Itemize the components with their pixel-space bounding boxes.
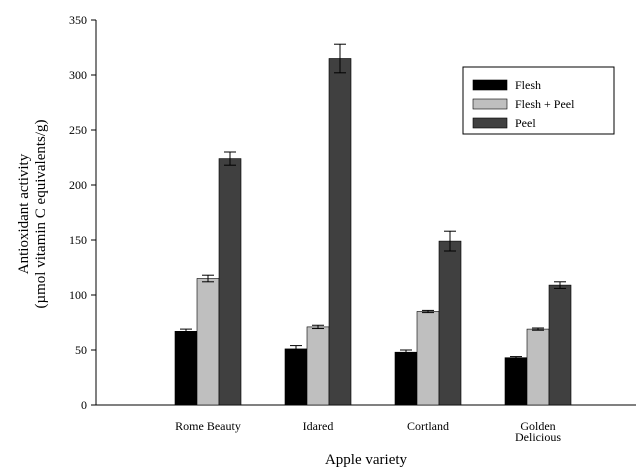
x-tick-label: Rome Beauty (175, 419, 241, 433)
legend-label: Peel (515, 116, 536, 130)
legend-label: Flesh + Peel (515, 97, 575, 111)
y-tick-label: 50 (75, 343, 87, 357)
y-tick-label: 350 (69, 13, 87, 27)
x-tick-label: Golden (520, 419, 555, 433)
bar (504, 357, 528, 406)
y-axis-title-line-2: (µmol vitamin C equivalents/g) (33, 119, 49, 308)
bar (306, 326, 330, 406)
x-axis-title: Apple variety (325, 452, 408, 468)
legend: Flesh Flesh + Peel Peel (462, 66, 615, 135)
y-tick-label: 200 (69, 178, 87, 192)
bars (174, 58, 572, 406)
bar (218, 158, 242, 406)
legend-swatch (472, 79, 508, 91)
legend-swatch (472, 98, 508, 110)
y-tick-label: 150 (69, 233, 87, 247)
bar (284, 348, 308, 406)
bar (416, 311, 440, 406)
bar (328, 58, 352, 406)
bar (548, 284, 572, 406)
bar (394, 351, 418, 406)
x-tick-label: Cortland (407, 419, 449, 433)
y-axis-title-line-1: Antioxidant activity (16, 153, 32, 274)
x-tick-label: Idared (303, 419, 334, 433)
y-tick-label: 300 (69, 68, 87, 82)
y-tick-label: 100 (69, 288, 87, 302)
y-axis-title: Antioxidant activity (µmol vitamin C equ… (16, 119, 49, 308)
y-tick-label: 250 (69, 123, 87, 137)
x-tick-label: Delicious (515, 430, 561, 444)
y-tick-label: 0 (81, 398, 87, 412)
legend-swatch (472, 117, 508, 129)
bar (526, 328, 550, 406)
y-axis: 0 50 100 150 200 250 300 350 (69, 13, 97, 412)
bar (174, 330, 198, 406)
legend-label: Flesh (515, 78, 541, 92)
error-bars (180, 43, 566, 360)
bar (196, 278, 220, 406)
bar (438, 240, 462, 406)
